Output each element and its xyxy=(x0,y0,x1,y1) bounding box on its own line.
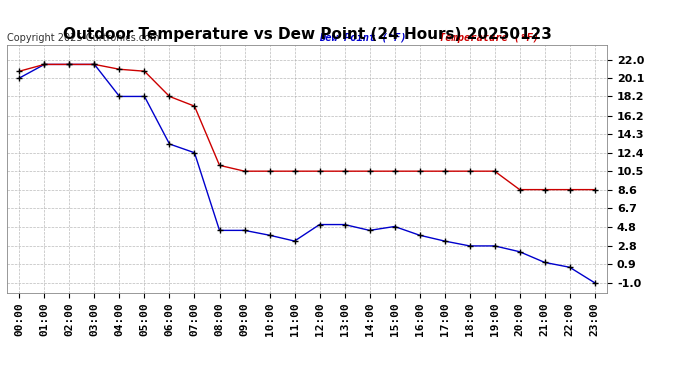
Text: Dew Point (°F): Dew Point (°F) xyxy=(319,33,406,42)
Text: Copyright 2025 Curtronics.com: Copyright 2025 Curtronics.com xyxy=(7,33,159,42)
Text: Temperature (°F): Temperature (°F) xyxy=(439,33,539,42)
Title: Outdoor Temperature vs Dew Point (24 Hours) 20250123: Outdoor Temperature vs Dew Point (24 Hou… xyxy=(63,27,551,42)
